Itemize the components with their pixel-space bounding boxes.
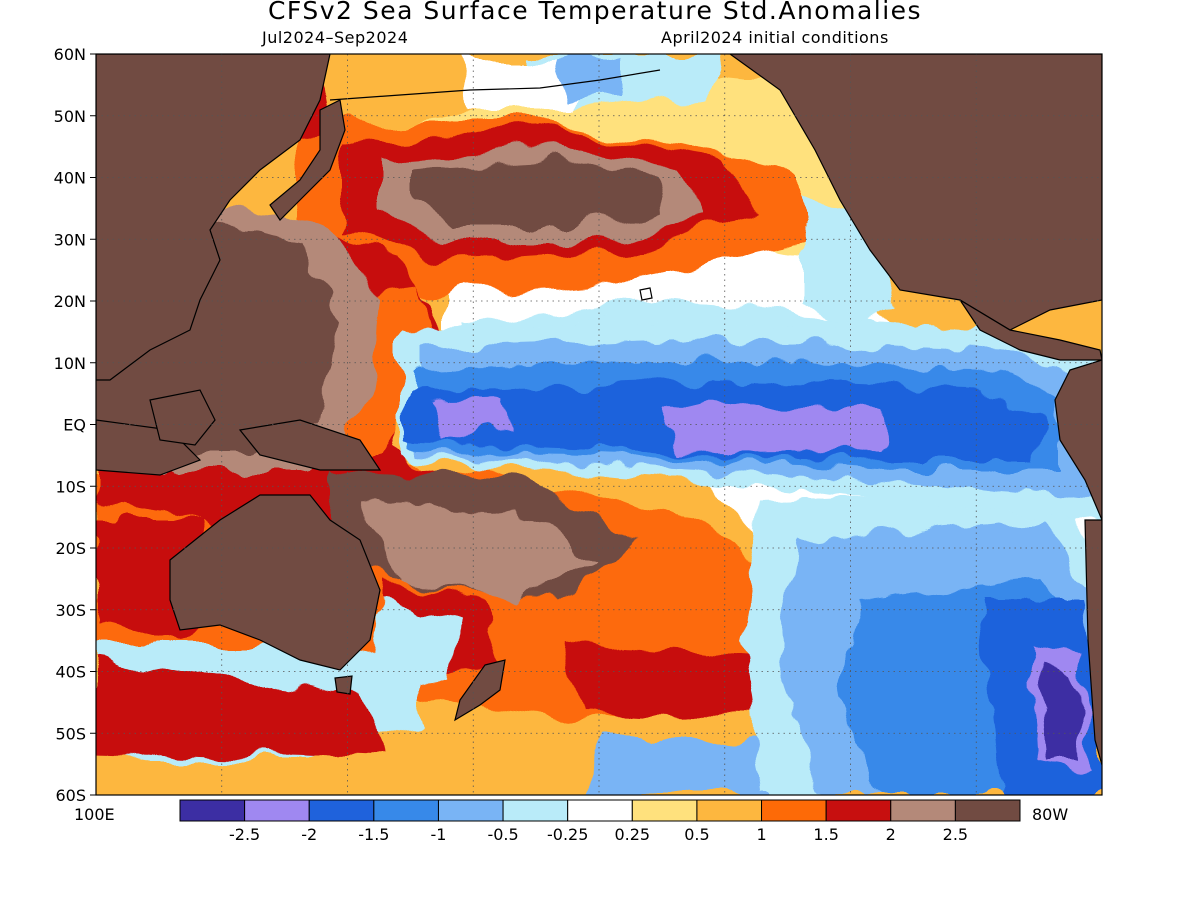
colorbar-swatch <box>308 799 375 822</box>
new-zealand-land <box>454 659 506 722</box>
south-pacific-very-hot <box>360 500 600 600</box>
chile-coast-extreme-cold <box>1040 660 1080 760</box>
latitude-labels: 60N 50N 40N 30N 20N 10N EQ 10S 20S 30S 40S 50S 60S <box>54 45 96 805</box>
colorbar-label: -0.25 <box>547 825 588 844</box>
colorbar-label: 0.5 <box>684 825 709 844</box>
lat-label: 20N <box>54 292 86 311</box>
map-area <box>96 54 1102 795</box>
north-pacific-extreme <box>420 160 660 225</box>
south-america-land <box>1054 359 1102 521</box>
lat-label: 30N <box>54 230 86 249</box>
colorbar-label: -2.5 <box>229 825 260 844</box>
lat-label: 40S <box>55 663 86 682</box>
colorbar-swatch <box>567 799 633 822</box>
land-masses <box>96 54 1102 766</box>
lat-label: EQ <box>63 416 86 435</box>
colorbar-swatch <box>179 799 246 822</box>
japan-land <box>269 99 346 221</box>
colorbar-swatch <box>825 799 892 822</box>
lat-label: 50S <box>55 724 86 743</box>
colorbar-swatch <box>631 799 698 822</box>
australia-land <box>169 494 381 671</box>
tasman-sea-cool <box>370 600 460 690</box>
colorbar-swatch <box>437 799 504 822</box>
colorbar-swatch <box>696 799 763 822</box>
lat-label: 60N <box>54 45 86 64</box>
colorbar-label: 2 <box>886 825 896 844</box>
colorbar: -2.5 -2 -1.5 -1 -0.5 -0.25 0.25 0.5 1 1.5 2 2.5 <box>179 799 1021 844</box>
lat-label: 40N <box>54 169 86 188</box>
initial-conditions: April2024 initial conditions <box>661 28 889 47</box>
central-america-land <box>959 299 1102 361</box>
colorbar-swatch <box>890 799 956 822</box>
tasmania-land <box>334 675 353 695</box>
colorbar-label: -1 <box>430 825 446 844</box>
longitude-label-left: 100E <box>74 805 115 824</box>
lat-label: 10S <box>55 477 86 496</box>
hawaii-islands <box>639 287 653 301</box>
new-guinea-land <box>238 419 382 471</box>
lat-label: 30S <box>55 601 86 620</box>
north-pacific-cold-spot <box>560 60 620 100</box>
lat-label: 20S <box>55 539 86 558</box>
colorbar-label: -2 <box>301 825 317 844</box>
colorbar-label: -0.5 <box>487 825 518 844</box>
colorbar-swatch <box>373 799 439 822</box>
equatorial-very-cold-west <box>430 398 510 440</box>
southern-ocean-warm-band <box>96 660 380 760</box>
colorbar-label: 1 <box>756 825 766 844</box>
lat-label: 60S <box>55 786 86 805</box>
colorbar-swatch <box>761 799 827 822</box>
map-title: CFSv2 Sea Surface Temperature Std.Anomal… <box>267 0 923 25</box>
aleutian-islands <box>329 69 661 101</box>
colorbar-label: -1.5 <box>358 825 389 844</box>
lat-label: 50N <box>54 107 86 126</box>
southern-ocean-cool <box>590 740 800 795</box>
forecast-period: Jul2024–Sep2024 <box>262 28 409 47</box>
colorbar-swatch <box>954 799 1021 822</box>
colorbar-swatch <box>502 799 569 822</box>
longitude-label-right: 80W <box>1032 805 1068 824</box>
equatorial-very-cold-central <box>660 405 885 452</box>
lat-label: 10N <box>54 354 86 373</box>
north-america-land <box>728 54 1102 331</box>
south-america-coast <box>1084 519 1102 766</box>
colorbar-label: 1.5 <box>813 825 838 844</box>
colorbar-label: 2.5 <box>943 825 968 844</box>
borneo-land <box>149 389 216 446</box>
california-current-cool <box>800 190 900 330</box>
colorbar-label: 0.25 <box>614 825 650 844</box>
asia-landmass <box>96 54 331 381</box>
colorbar-swatch <box>244 799 310 822</box>
